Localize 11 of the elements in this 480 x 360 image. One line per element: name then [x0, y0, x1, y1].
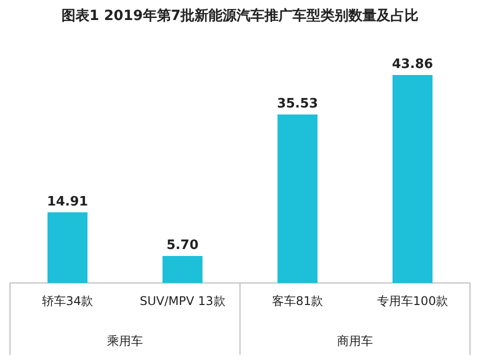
x-tick-label: 客车81款 [272, 294, 324, 308]
data-label: 43.86 [392, 57, 434, 72]
data-label: 35.53 [276, 96, 318, 112]
text: 乘用车 [107, 334, 143, 348]
data-label: 5.70 [166, 238, 199, 253]
x-tick-label: 专用车100款 [377, 294, 448, 308]
data-label: 14.91 [46, 194, 88, 210]
x-tick-label: SUV/MPV 13款 [140, 294, 226, 308]
x-tick-label: 轿车34款 [42, 294, 94, 308]
text: 商用车 [337, 334, 373, 348]
chart-title: 图表1 2019年第7批新能源汽车推广车型类别数量及占比 [61, 7, 419, 24]
